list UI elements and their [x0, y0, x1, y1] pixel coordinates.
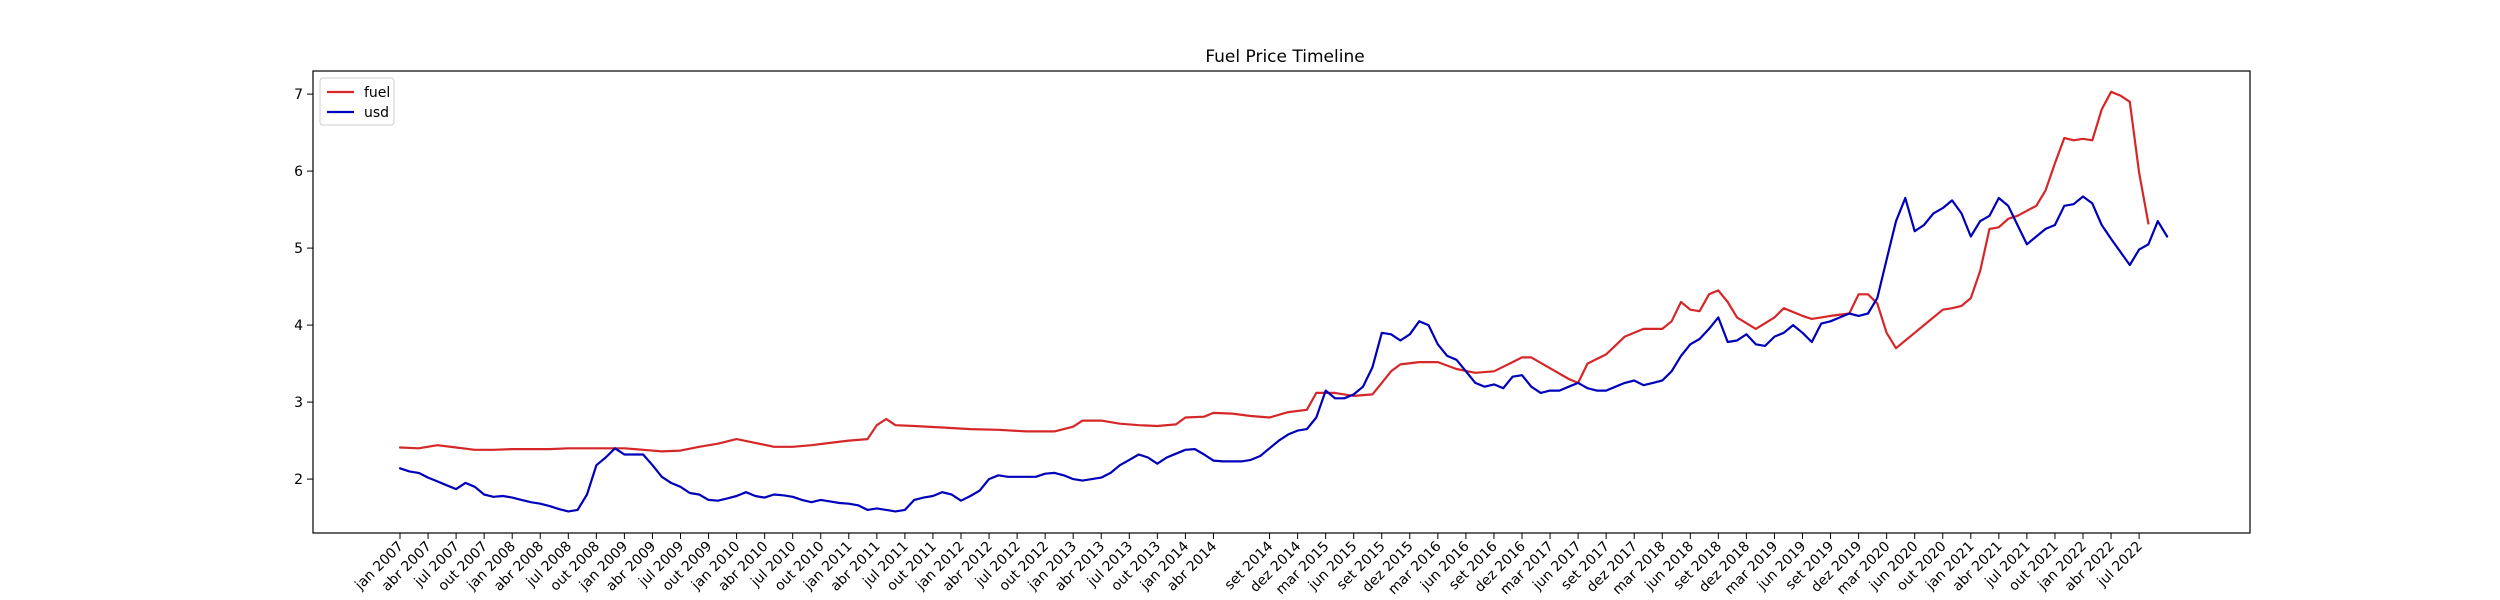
plot-frame	[312, 70, 2251, 534]
y-axis: 2 3 4 5 6 7	[294, 87, 313, 488]
series-line-fuel	[398, 90, 2150, 453]
series-line-usd	[398, 195, 2169, 513]
y-tick-label: 2	[294, 472, 303, 488]
legend-box	[319, 77, 395, 126]
legend: fuel usd	[319, 77, 395, 126]
y-tick-label: 7	[294, 87, 303, 103]
legend-label-fuel: fuel	[364, 85, 390, 101]
y-tick-label: 3	[294, 395, 303, 411]
y-tick-label: 6	[294, 164, 303, 180]
chart-title: Fuel Price Timeline	[1205, 47, 1364, 67]
series-lines	[398, 90, 2169, 513]
y-tick-label: 4	[294, 318, 303, 334]
y-tick-label: 5	[294, 241, 303, 257]
legend-label-usd: usd	[364, 105, 389, 121]
